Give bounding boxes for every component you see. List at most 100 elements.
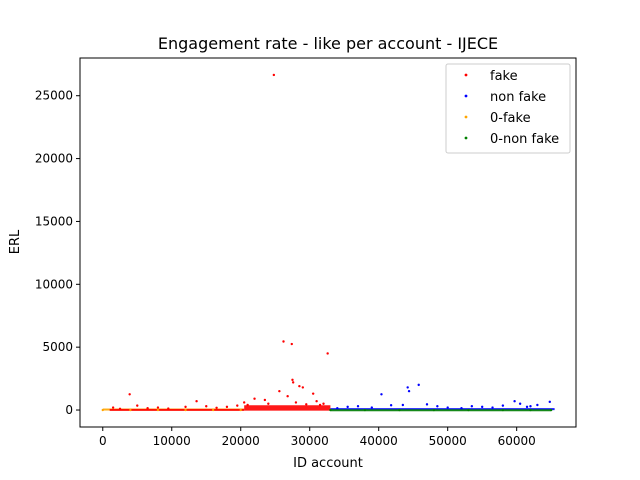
x-tick-label: 60000 — [498, 434, 536, 448]
dense-band — [330, 408, 555, 411]
data-point — [326, 352, 329, 355]
data-point — [501, 408, 505, 412]
data-point — [305, 403, 308, 406]
legend-label: 0-non fake — [490, 132, 559, 147]
x-tick-label: 20000 — [222, 434, 260, 448]
data-point — [184, 405, 187, 409]
data-point — [156, 406, 160, 409]
data-point — [315, 400, 318, 403]
legend: fake non fake 0-fake 0-non fake — [445, 63, 571, 154]
data-point — [425, 403, 429, 406]
data-point — [129, 408, 132, 412]
data-point — [432, 408, 436, 412]
data-point — [513, 400, 516, 403]
data-point — [401, 403, 405, 407]
data-point — [195, 400, 198, 403]
legend-marker — [464, 136, 468, 140]
data-point — [407, 389, 411, 393]
data-point — [236, 404, 239, 407]
x-tick-label: 10000 — [153, 434, 191, 448]
data-point — [184, 408, 187, 412]
data-point — [480, 405, 484, 409]
x-tick-label: 50000 — [429, 434, 467, 448]
data-point — [267, 402, 270, 405]
legend-marker — [464, 115, 468, 119]
data-point — [263, 398, 267, 402]
data-point — [205, 405, 208, 408]
data-point — [298, 384, 301, 388]
x-tick-label: 30000 — [291, 434, 329, 448]
data-point — [446, 406, 449, 409]
x-tick-label: 0 — [99, 434, 107, 448]
y-tick-label: 20000 — [35, 152, 73, 166]
data-point — [111, 406, 115, 409]
data-point — [370, 406, 374, 409]
data-point — [278, 389, 281, 393]
data-point — [549, 408, 553, 412]
chart-title: Engagement rate - like per account - IJE… — [158, 34, 498, 53]
data-point — [156, 408, 160, 412]
data-point — [215, 406, 218, 409]
data-point — [529, 408, 532, 412]
legend-label: 0-fake — [490, 111, 531, 126]
data-point — [380, 393, 383, 396]
data-point — [536, 403, 539, 407]
data-point — [436, 405, 439, 408]
data-point — [529, 405, 532, 408]
data-point — [291, 381, 295, 384]
data-point — [467, 408, 470, 412]
dense-point-bands — [102, 405, 555, 412]
data-points — [101, 73, 553, 412]
data-point — [460, 406, 463, 410]
data-point — [363, 408, 367, 412]
data-point — [356, 405, 360, 408]
legend-box — [445, 63, 571, 154]
data-point — [118, 407, 122, 410]
data-point — [225, 405, 229, 409]
data-point — [246, 403, 249, 407]
data-point — [329, 408, 332, 412]
data-point — [318, 403, 322, 407]
legend-marker — [464, 94, 468, 98]
data-point — [518, 402, 522, 405]
y-tick-label: 5000 — [42, 340, 73, 354]
data-point — [346, 405, 349, 409]
dense-band — [109, 408, 245, 411]
x-tick-label: 40000 — [360, 434, 398, 448]
legend-label: fake — [490, 69, 518, 84]
dense-band — [330, 409, 552, 412]
data-point — [322, 402, 325, 405]
y-tick-label: 15000 — [35, 214, 73, 228]
legend-marker — [464, 73, 468, 77]
y-tick-label: 0 — [65, 403, 73, 417]
x-axis: 0 10000 20000 30000 40000 50000 60000 — [99, 427, 536, 448]
data-point — [239, 408, 242, 412]
data-point — [389, 404, 393, 407]
data-point — [167, 407, 170, 410]
data-point — [136, 404, 139, 407]
data-point — [398, 408, 401, 412]
data-point — [253, 397, 256, 400]
dense-band — [244, 405, 331, 411]
data-point — [146, 406, 149, 410]
data-point — [286, 394, 289, 398]
data-point — [282, 340, 285, 343]
data-point — [336, 406, 339, 410]
data-point — [501, 404, 505, 407]
data-point — [311, 392, 315, 395]
data-point — [128, 393, 131, 396]
y-tick-label: 10000 — [35, 277, 73, 291]
data-point — [294, 401, 298, 404]
data-point — [470, 405, 474, 408]
data-point — [272, 73, 276, 77]
y-tick-label: 25000 — [35, 89, 73, 103]
data-point — [548, 400, 551, 404]
y-axis-label: ERL — [8, 229, 23, 254]
legend-label: non fake — [490, 90, 546, 105]
data-point — [242, 401, 246, 404]
data-point — [290, 342, 293, 346]
data-point — [291, 378, 294, 382]
data-point — [525, 405, 529, 409]
data-point — [491, 406, 494, 409]
